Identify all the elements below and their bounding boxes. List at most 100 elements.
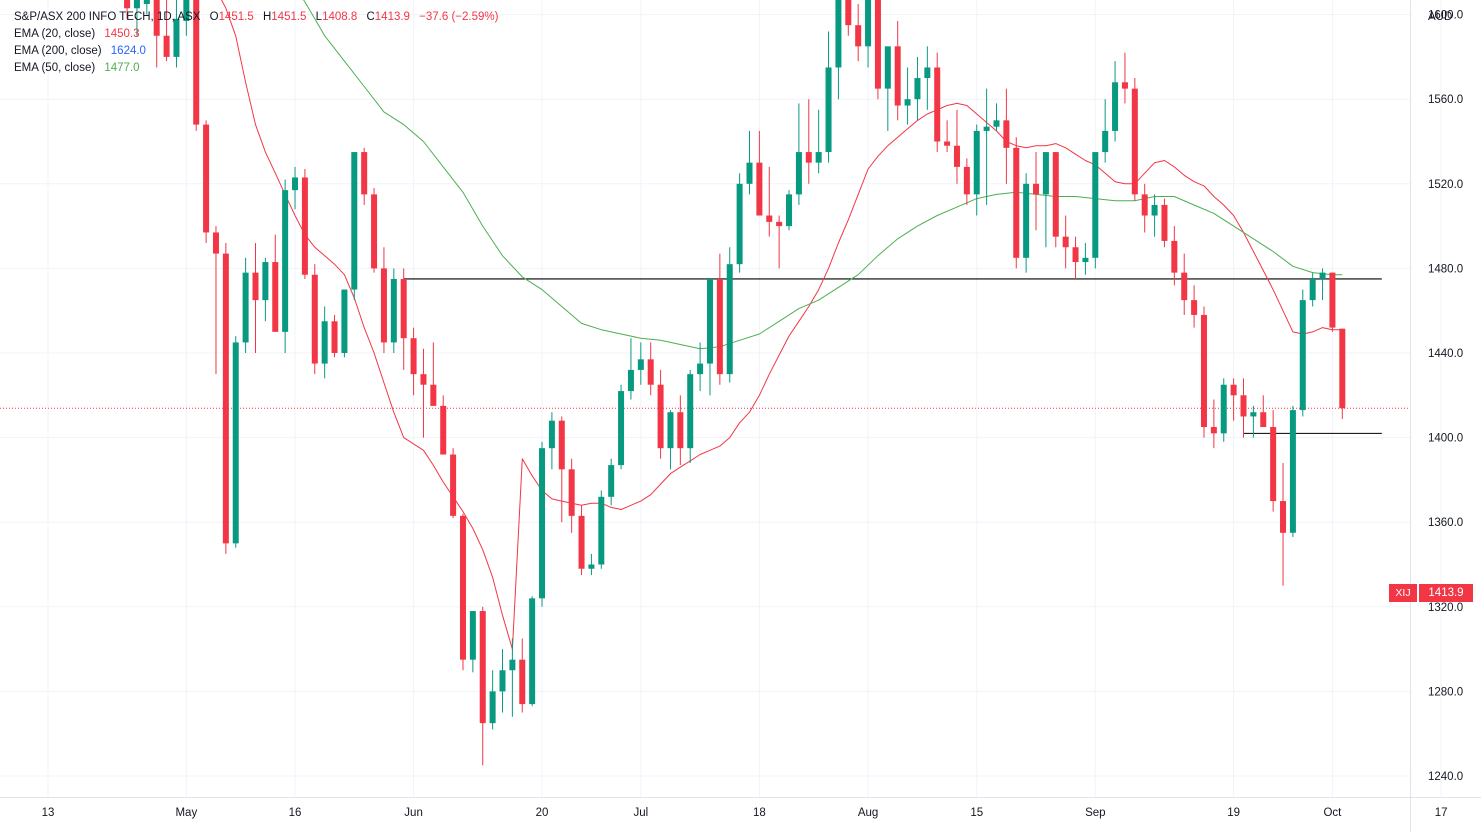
candle-up: [884, 46, 891, 89]
candle-down: [1013, 147, 1020, 258]
candle-down: [1072, 247, 1079, 263]
x-tick-label: 15: [970, 807, 983, 819]
candle-up: [825, 67, 832, 153]
x-tick-label: Oct: [1323, 807, 1342, 819]
candle-down: [894, 46, 901, 106]
ema200-value: 1624.0: [110, 45, 146, 57]
legend-ohlc-row: S&P/ASX 200 INFO TECH, 1D, ASX O1451.5 H…: [14, 9, 498, 26]
candle-up: [1112, 82, 1119, 131]
high-value: 1451.5: [271, 11, 307, 23]
candle-up: [292, 177, 299, 191]
legend-ema50-row[interactable]: EMA (50, close) 1477.0: [14, 60, 498, 77]
candle-down: [1161, 204, 1168, 241]
candle-down: [272, 262, 279, 332]
candle-down: [1052, 152, 1059, 237]
candle-down: [1141, 194, 1148, 216]
candle-down: [845, 0, 852, 26]
currency-label[interactable]: AUD: [1428, 11, 1453, 23]
candle-down: [459, 515, 466, 660]
candle-down: [1200, 314, 1207, 428]
candle-down: [1191, 300, 1198, 315]
candle-down: [1210, 427, 1217, 434]
candle-down: [193, 0, 200, 125]
y-tick-label: 1480.0: [1428, 263, 1463, 275]
candle-down: [252, 272, 259, 301]
candle-down: [1131, 88, 1138, 195]
candle-down: [1260, 412, 1267, 428]
candle-up: [262, 262, 269, 301]
candle-up: [1250, 412, 1257, 417]
candle-up: [627, 369, 634, 392]
candle-down: [855, 25, 862, 47]
candle-up: [588, 564, 595, 569]
x-tick-label: May: [175, 807, 197, 819]
y-tick-label: 1440.0: [1428, 348, 1463, 360]
candle-down: [440, 405, 447, 455]
candle-down: [420, 374, 427, 385]
candle-down: [934, 67, 941, 142]
candle-down: [677, 412, 684, 449]
candle-up: [736, 183, 743, 265]
candle-up: [242, 272, 249, 343]
candle-up: [1220, 384, 1227, 434]
candle-up: [795, 152, 802, 195]
candle-up: [1289, 410, 1296, 533]
ema20-value: 1450.3: [104, 28, 140, 40]
legend-ema20-row[interactable]: EMA (20, close) 1450.3: [14, 26, 498, 43]
candle-up: [173, 18, 180, 57]
candle-down: [558, 420, 565, 470]
candle-up: [687, 374, 694, 449]
candle-up: [618, 391, 625, 466]
candle-down: [1003, 120, 1010, 148]
x-tick-label: Jun: [404, 807, 423, 819]
candle-down: [578, 515, 585, 569]
candle-down: [519, 659, 526, 705]
ema-lines: [221, 0, 1343, 650]
candle-down: [657, 384, 664, 449]
candle-up: [706, 278, 713, 364]
legend-ema200-row[interactable]: EMA (200, close) 1624.0: [14, 43, 498, 60]
high-label: H: [262, 11, 272, 23]
candle-up: [637, 359, 644, 370]
candle-down: [153, 0, 160, 36]
candle-up: [865, 0, 872, 47]
candle-down: [1270, 427, 1277, 502]
legend: S&P/ASX 200 INFO TECH, 1D, ASX O1451.5 H…: [14, 9, 498, 77]
y-tick-label: 1280.0: [1428, 686, 1463, 698]
horizontal-lines[interactable]: [0, 278, 1410, 434]
candle-down: [963, 166, 970, 195]
candle-up: [469, 611, 476, 660]
y-tick-label: 1520.0: [1428, 179, 1463, 191]
candle-down: [756, 162, 763, 216]
candle-up: [529, 598, 536, 705]
candle-down: [124, 0, 131, 9]
candle-up: [1309, 278, 1316, 301]
candle-up: [548, 420, 555, 449]
candle-up: [1082, 257, 1089, 263]
close-value: 1413.9: [374, 11, 410, 23]
y-tick-label: 1240.0: [1428, 771, 1463, 783]
x-tick-label: 17: [1435, 807, 1448, 819]
candle-down: [222, 253, 229, 544]
y-tick-label: 1400.0: [1428, 433, 1463, 445]
candle-up: [1151, 204, 1158, 216]
symbol-title[interactable]: S&P/ASX 200 INFO TECH, 1D, ASX: [14, 11, 201, 23]
candle-up: [815, 152, 822, 163]
x-tick-label: Aug: [858, 807, 878, 819]
candle-up: [341, 289, 348, 353]
candle-up: [697, 363, 704, 375]
candle-up: [509, 659, 516, 671]
candle-up: [1102, 130, 1109, 153]
y-tick-label: 1360.0: [1428, 517, 1463, 529]
x-tick-label: Jul: [633, 807, 648, 819]
candle-down: [450, 454, 457, 516]
candle-up: [1042, 152, 1049, 195]
candle-down: [766, 215, 773, 222]
candle-up: [726, 264, 733, 375]
candle-up: [143, 0, 150, 5]
close-label: C: [366, 11, 375, 23]
candle-up: [489, 691, 496, 724]
last-price-badge: 1413.9: [1419, 584, 1473, 602]
candle-down: [410, 338, 417, 375]
